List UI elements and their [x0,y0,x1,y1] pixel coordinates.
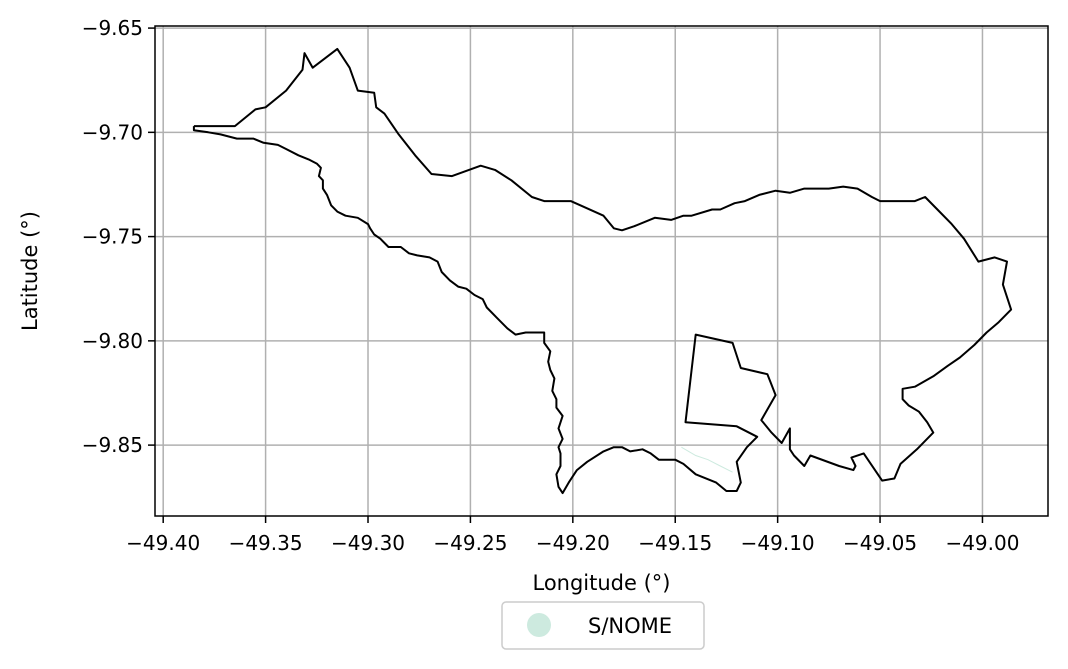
grid-lines [155,26,1048,516]
x-tick-label: −49.10 [741,531,815,555]
legend-box [501,601,705,650]
x-tick-label: −49.25 [433,531,507,555]
x-tick-label: −49.20 [536,531,610,555]
legend-label: S/NOME [588,614,672,638]
y-tick-label: −9.75 [82,225,143,249]
axis-ticks: −49.40 −49.35 −49.30 −49.25 −49.20 −49.15 −49.… [82,16,1020,555]
y-tick-label: −9.70 [82,120,143,144]
y-tick-label: −9.85 [82,433,143,457]
x-tick-label: −49.00 [945,531,1019,555]
x-tick-label: −49.40 [126,531,200,555]
x-tick-label: −49.35 [229,531,303,555]
plot-frame [154,25,1049,517]
x-tick-label: −49.30 [331,531,405,555]
x-tick-label: −49.15 [638,531,712,555]
x-axis-label: Longitude (°) [532,571,670,595]
municipality-boundary [192,47,1013,495]
legend-marker [527,613,551,637]
y-tick-label: −9.65 [82,16,143,40]
stream-line [681,446,733,473]
y-tick-label: −9.80 [82,329,143,353]
map-layer [192,47,1013,495]
legend: S/NOME [501,601,705,650]
y-axis-label: Latitude (°) [18,211,42,331]
x-tick-label: −49.05 [843,531,917,555]
